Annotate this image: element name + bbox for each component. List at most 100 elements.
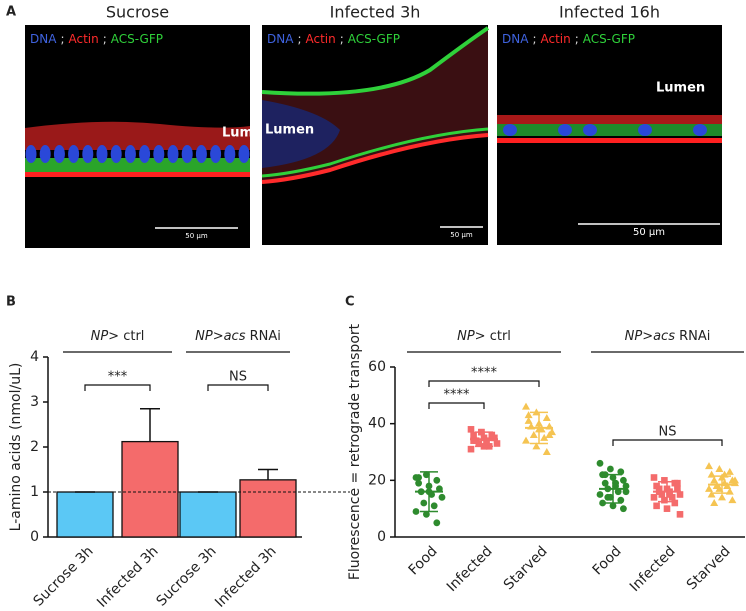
- data-point: [415, 479, 422, 487]
- y-tick-label: 60: [368, 359, 386, 375]
- scale-label: 50 µm: [450, 231, 473, 239]
- data-point: [663, 505, 671, 512]
- y-tick-label: 2: [30, 439, 39, 455]
- significance-label: NS: [229, 370, 247, 385]
- data-point: [524, 411, 533, 419]
- sd-bar: [420, 471, 438, 513]
- stain-legend: DNA; Actin; ACS-GFP: [30, 32, 163, 46]
- data-point: [617, 496, 625, 504]
- stain-label: ;: [532, 32, 536, 46]
- label-part: RNAi: [675, 329, 710, 344]
- significance-bracket: [428, 380, 540, 387]
- significance-bracket: [428, 402, 485, 409]
- sd-bar: [475, 431, 493, 448]
- nucleus: [558, 124, 572, 136]
- data-point: [728, 496, 737, 504]
- y-axis-label: Fluorescence = retrograde transport: [347, 323, 363, 580]
- panel-label: C: [345, 295, 355, 310]
- data-point: [705, 484, 713, 492]
- stain-legend: DNA; Actin; ACS-GFP: [267, 32, 400, 46]
- data-point: [493, 440, 501, 447]
- label-part: acs: [653, 329, 675, 344]
- nucleus: [53, 145, 65, 163]
- stain-label: ;: [575, 32, 579, 46]
- y-tick-label: 20: [368, 472, 386, 488]
- nucleus: [96, 145, 108, 163]
- data-point: [710, 499, 719, 506]
- data-point: [622, 488, 630, 496]
- image-title: Sucrose: [106, 3, 169, 22]
- label-part: >: [642, 329, 653, 344]
- label-part: NP: [195, 329, 213, 344]
- data-point: [715, 465, 724, 472]
- error-bar: [258, 468, 278, 480]
- data-point: [596, 459, 604, 467]
- group-label: NP> ctrl: [457, 329, 511, 344]
- significance-bracket: [612, 439, 723, 446]
- data-point: [599, 499, 606, 507]
- data-point: [620, 505, 627, 513]
- sd-bar: [713, 475, 731, 494]
- data-point: [655, 485, 663, 493]
- data-point: [710, 476, 719, 484]
- data-point: [522, 436, 530, 444]
- image-title: Infected 16h: [559, 3, 660, 22]
- y-tick-label: 4: [30, 349, 39, 365]
- data-point: [529, 431, 538, 438]
- nucleus: [224, 145, 236, 163]
- data-point: [488, 434, 496, 442]
- nucleus: [25, 145, 37, 163]
- stain-label: DNA: [30, 32, 57, 46]
- sd-bar: [530, 411, 548, 445]
- data-point: [433, 519, 441, 527]
- actin-basal: [497, 138, 722, 143]
- x-tick-label: Sucrose 3h: [30, 543, 96, 609]
- label-part: NP: [625, 329, 643, 344]
- data-point: [612, 479, 619, 487]
- x-tick-label: Infected: [627, 543, 679, 595]
- data-point: [470, 437, 477, 444]
- nucleus: [139, 145, 151, 163]
- apical-edge: [261, 26, 490, 96]
- x-tick-label: Sucrose 3h: [153, 543, 219, 609]
- basal-gfp: [261, 127, 489, 178]
- data-point: [617, 468, 625, 476]
- group-label: NP>acs RNAi: [195, 329, 281, 344]
- x-tick-label: Starved: [501, 543, 551, 593]
- stain-label: ;: [60, 32, 64, 46]
- data-point: [661, 477, 668, 484]
- lumen-region: [262, 100, 340, 168]
- data-point: [705, 462, 713, 470]
- stain-label: ;: [340, 32, 344, 46]
- image-title: Infected 3h: [330, 3, 421, 22]
- data-point: [674, 485, 681, 493]
- data-point: [658, 491, 666, 498]
- nucleus: [82, 145, 94, 163]
- y-tick-label: 0: [377, 529, 386, 545]
- data-point: [483, 437, 490, 444]
- bar: [121, 440, 179, 538]
- lumen-label: Lumen: [222, 126, 271, 141]
- actin-band: [497, 115, 722, 125]
- panel-label: B: [6, 295, 16, 310]
- data-point: [522, 402, 530, 410]
- error-bar: [140, 408, 160, 442]
- data-point: [614, 488, 622, 496]
- data-point: [607, 465, 614, 473]
- nucleus: [638, 124, 652, 136]
- significance-bracket: [84, 384, 151, 391]
- data-point: [707, 490, 716, 498]
- nucleus: [583, 124, 597, 136]
- stain-label: Actin: [68, 32, 98, 46]
- data-point: [731, 476, 739, 484]
- nucleus: [210, 145, 222, 163]
- y-axis-label: L-amino acids (nmol/uL): [8, 363, 24, 532]
- data-point: [540, 433, 549, 441]
- data-point: [674, 479, 681, 487]
- data-point: [542, 414, 551, 421]
- x-tick-label: Infected 3h: [94, 543, 162, 611]
- y-tick-label: 40: [368, 416, 386, 432]
- data-point: [423, 510, 430, 518]
- data-point: [430, 502, 438, 510]
